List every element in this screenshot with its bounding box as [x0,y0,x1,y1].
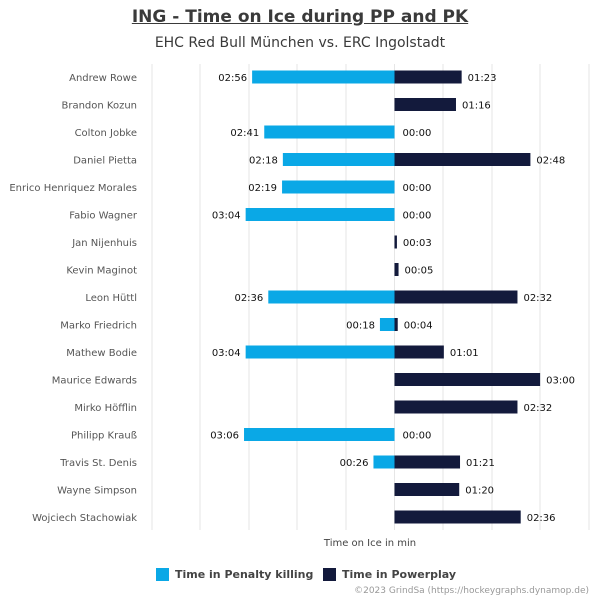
legend-label-pp: Time in Powerplay [342,568,457,581]
x-axis-label: Time on Ice in min [323,538,416,549]
pp-value-label: 02:32 [523,293,552,304]
player-label: Colton Jobke [75,128,137,139]
legend-label-pk: Time in Penalty killing [175,568,314,581]
pp-bar [394,263,399,276]
player-label: Brandon Kozun [61,101,137,112]
pp-value-label: 01:23 [468,73,497,84]
pk-value-label: 00:26 [340,458,369,469]
pk-bar [282,153,395,166]
legend-item-pp: Time in Powerplay [323,568,456,581]
pp-bar [394,345,444,359]
player-label: Jan Nijenhuis [71,238,137,249]
pp-value-label: 01:21 [466,458,495,469]
pp-value-label: 01:20 [465,486,494,497]
pk-bar [245,345,395,359]
pp-value-label: 00:00 [403,211,432,222]
player-label: Daniel Pietta [73,156,137,167]
pk-value-label: 02:18 [249,156,278,167]
pk-value-label: 02:36 [234,293,263,304]
pp-bar [394,98,456,111]
pp-value-label: 01:01 [450,348,479,359]
player-label: Andrew Rowe [69,73,137,84]
pk-value-label: 02:19 [248,183,277,194]
player-label: Travis St. Denis [59,458,137,469]
pp-value-label: 00:04 [404,321,433,332]
player-label: Fabio Wagner [69,211,138,222]
player-label: Philipp Krauß [71,431,137,442]
pk-value-label: 02:56 [218,73,247,84]
legend-swatch-pp [323,568,336,581]
pk-bar [282,180,395,194]
chart-title: ING - Time on Ice during PP and PK [131,7,469,27]
pk-bar [252,70,395,84]
pp-bar [394,235,397,249]
pk-value-label: 03:04 [212,348,241,359]
player-label: Marko Friedrich [60,321,137,332]
pp-bar [394,455,461,469]
pp-bar [394,510,521,524]
credit-text: ©2023 GrindSa (https://hockeygraphs.dyna… [354,586,589,596]
player-label: Wojciech Stachowiak [32,513,137,524]
pk-bar [379,318,395,331]
pk-bar [245,208,395,221]
player-label: Enrico Henriquez Morales [9,183,137,194]
pp-bar [394,153,531,166]
chart-subtitle: EHC Red Bull München vs. ERC Ingolstadt [154,35,446,51]
pk-value-label: 03:06 [210,431,239,442]
pk-bar [268,290,395,304]
legend-swatch-pk [156,568,169,581]
pp-bar [394,318,398,331]
pp-bar [394,400,518,414]
pp-bar [394,290,518,304]
pp-bar [394,483,460,496]
player-label: Kevin Maginot [66,266,137,277]
pk-value-label: 03:04 [212,211,241,222]
legend-item-pk: Time in Penalty killing [156,568,313,581]
pp-value-label: 02:32 [523,403,552,414]
pk-value-label: 00:18 [346,321,375,332]
player-label: Mathew Bodie [66,348,137,359]
player-label: Wayne Simpson [57,486,137,497]
pp-value-label: 03:00 [546,376,575,387]
pk-bar [244,428,395,441]
pp-value-label: 02:36 [527,513,556,524]
pp-value-label: 00:05 [405,266,434,277]
pp-value-label: 00:03 [403,238,432,249]
pk-bar [373,455,395,469]
pk-value-label: 02:41 [230,128,259,139]
pp-value-label: 00:00 [403,128,432,139]
player-label: Leon Hüttl [85,293,137,304]
pp-value-label: 00:00 [403,431,432,442]
pp-value-label: 00:00 [403,183,432,194]
pp-value-label: 01:16 [462,101,491,112]
pp-bar [394,70,462,84]
pk-bar [264,125,395,139]
pp-bar [394,373,541,386]
pp-value-label: 02:48 [536,156,565,167]
player-label: Maurice Edwards [52,376,137,387]
player-label: Mirko Höfflin [74,403,137,414]
